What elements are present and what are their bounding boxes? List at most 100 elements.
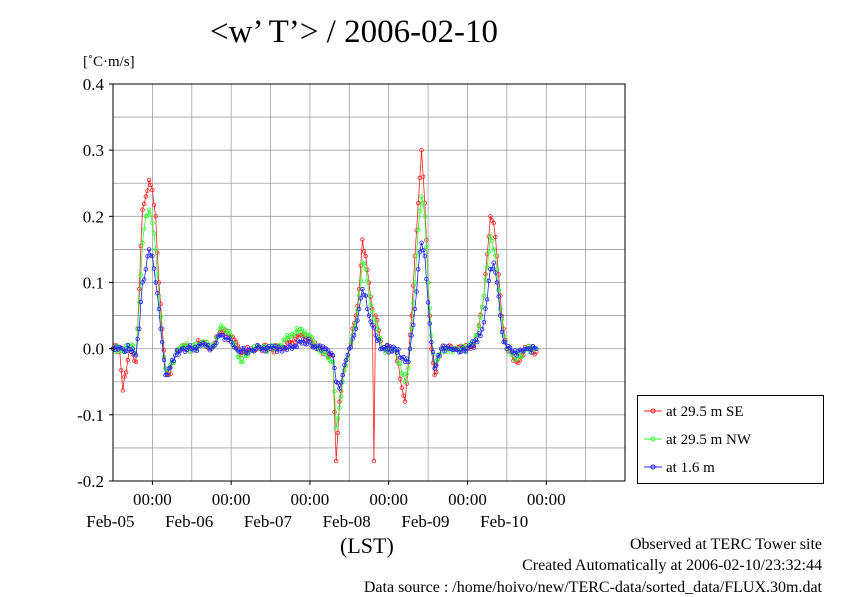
data-point <box>517 358 523 363</box>
y-tick-label: 0.3 <box>83 141 104 160</box>
legend-label-nw: at 29.5 m NW <box>666 432 751 448</box>
data-point <box>343 358 349 363</box>
data-point <box>430 360 436 366</box>
data-point <box>478 333 483 338</box>
data-point <box>430 349 436 355</box>
data-point <box>476 324 482 329</box>
data-point <box>122 374 127 379</box>
x-tick-date-label: Feb-09 <box>401 512 449 531</box>
legend-swatch-nw <box>644 436 662 442</box>
data-point <box>471 345 477 350</box>
data-point <box>187 343 193 348</box>
data-point <box>151 231 157 236</box>
data-point <box>240 346 245 351</box>
data-point <box>416 267 421 272</box>
data-point <box>137 326 142 331</box>
data-point <box>365 306 370 312</box>
data-point <box>315 343 321 348</box>
data-point <box>184 341 189 346</box>
data-point <box>151 202 157 207</box>
data-point <box>404 371 409 377</box>
data-point <box>371 325 377 330</box>
data-point <box>526 346 531 351</box>
data-point <box>485 264 490 270</box>
data-point <box>151 266 157 271</box>
data-point <box>141 201 147 207</box>
data-point <box>529 350 534 355</box>
data-point <box>494 280 500 285</box>
data-point <box>194 348 199 353</box>
data-point <box>414 253 419 258</box>
data-point <box>491 220 496 226</box>
data-point <box>125 357 130 363</box>
data-point <box>496 287 501 293</box>
footer-source: Data source : /home/hoivo/new/TERC-data/… <box>363 579 822 596</box>
data-point <box>412 280 418 285</box>
data-point <box>155 272 160 277</box>
x-tick-time-label: 00:00 <box>291 490 330 509</box>
data-point <box>368 319 373 324</box>
data-point <box>416 200 421 206</box>
data-point <box>493 234 498 240</box>
data-point <box>342 368 347 373</box>
data-point <box>409 326 414 331</box>
series-0 <box>110 147 539 464</box>
data-point <box>491 247 496 252</box>
y-tick-label: 0.4 <box>83 75 105 94</box>
data-point <box>176 352 181 357</box>
data-point <box>429 339 434 345</box>
data-point <box>161 357 167 363</box>
data-point <box>421 174 426 179</box>
data-point <box>338 394 344 399</box>
data-point <box>421 201 426 206</box>
data-point <box>440 343 445 348</box>
data-point <box>422 214 427 219</box>
data-point <box>373 333 378 338</box>
data-point <box>156 306 162 312</box>
data-point <box>205 342 211 348</box>
data-point <box>141 277 147 282</box>
data-point <box>332 365 337 371</box>
data-point <box>401 393 406 398</box>
data-point <box>353 313 359 318</box>
data-point <box>302 329 308 334</box>
data-point <box>145 188 150 193</box>
data-point <box>332 409 337 415</box>
data-point <box>238 349 244 355</box>
data-point <box>163 372 168 378</box>
data-point <box>279 349 285 354</box>
data-point <box>240 359 245 364</box>
data-point <box>419 240 424 245</box>
legend-item-se: at 29.5 m SE <box>644 402 819 422</box>
data-point <box>424 276 429 282</box>
data-point <box>496 294 501 299</box>
data-point <box>429 333 434 338</box>
data-point <box>503 340 508 345</box>
y-tick-label: 0.0 <box>83 340 104 359</box>
data-point <box>332 389 337 394</box>
data-point <box>437 354 442 359</box>
data-point <box>489 238 495 244</box>
x-tick-time-label: 00:00 <box>133 490 172 509</box>
legend-label-low: at 1.6 m <box>666 460 715 476</box>
data-point <box>123 370 129 375</box>
axis-layer: -0.2 -0.1 0.0 0.1 0.2 0.3 0.4 00:00 Feb-05 00:00 F… <box>77 75 626 531</box>
x-tick-date-label: Feb-05 <box>86 512 134 531</box>
data-point <box>237 355 242 360</box>
data-point <box>334 425 339 431</box>
data-point <box>120 388 125 393</box>
data-point <box>399 385 404 390</box>
data-point <box>146 207 152 212</box>
series-1 <box>110 194 539 431</box>
data-point <box>168 365 173 370</box>
footer-site: Observed at TERC Tower site <box>629 536 822 553</box>
data-point <box>146 177 152 183</box>
legend-label-se: at 29.5 m SE <box>666 404 744 420</box>
data-point <box>483 306 488 311</box>
data-point <box>424 244 429 250</box>
data-point <box>138 272 144 278</box>
data-point <box>396 361 401 366</box>
data-point <box>450 350 455 355</box>
data-point <box>288 343 293 348</box>
data-point <box>337 406 342 411</box>
